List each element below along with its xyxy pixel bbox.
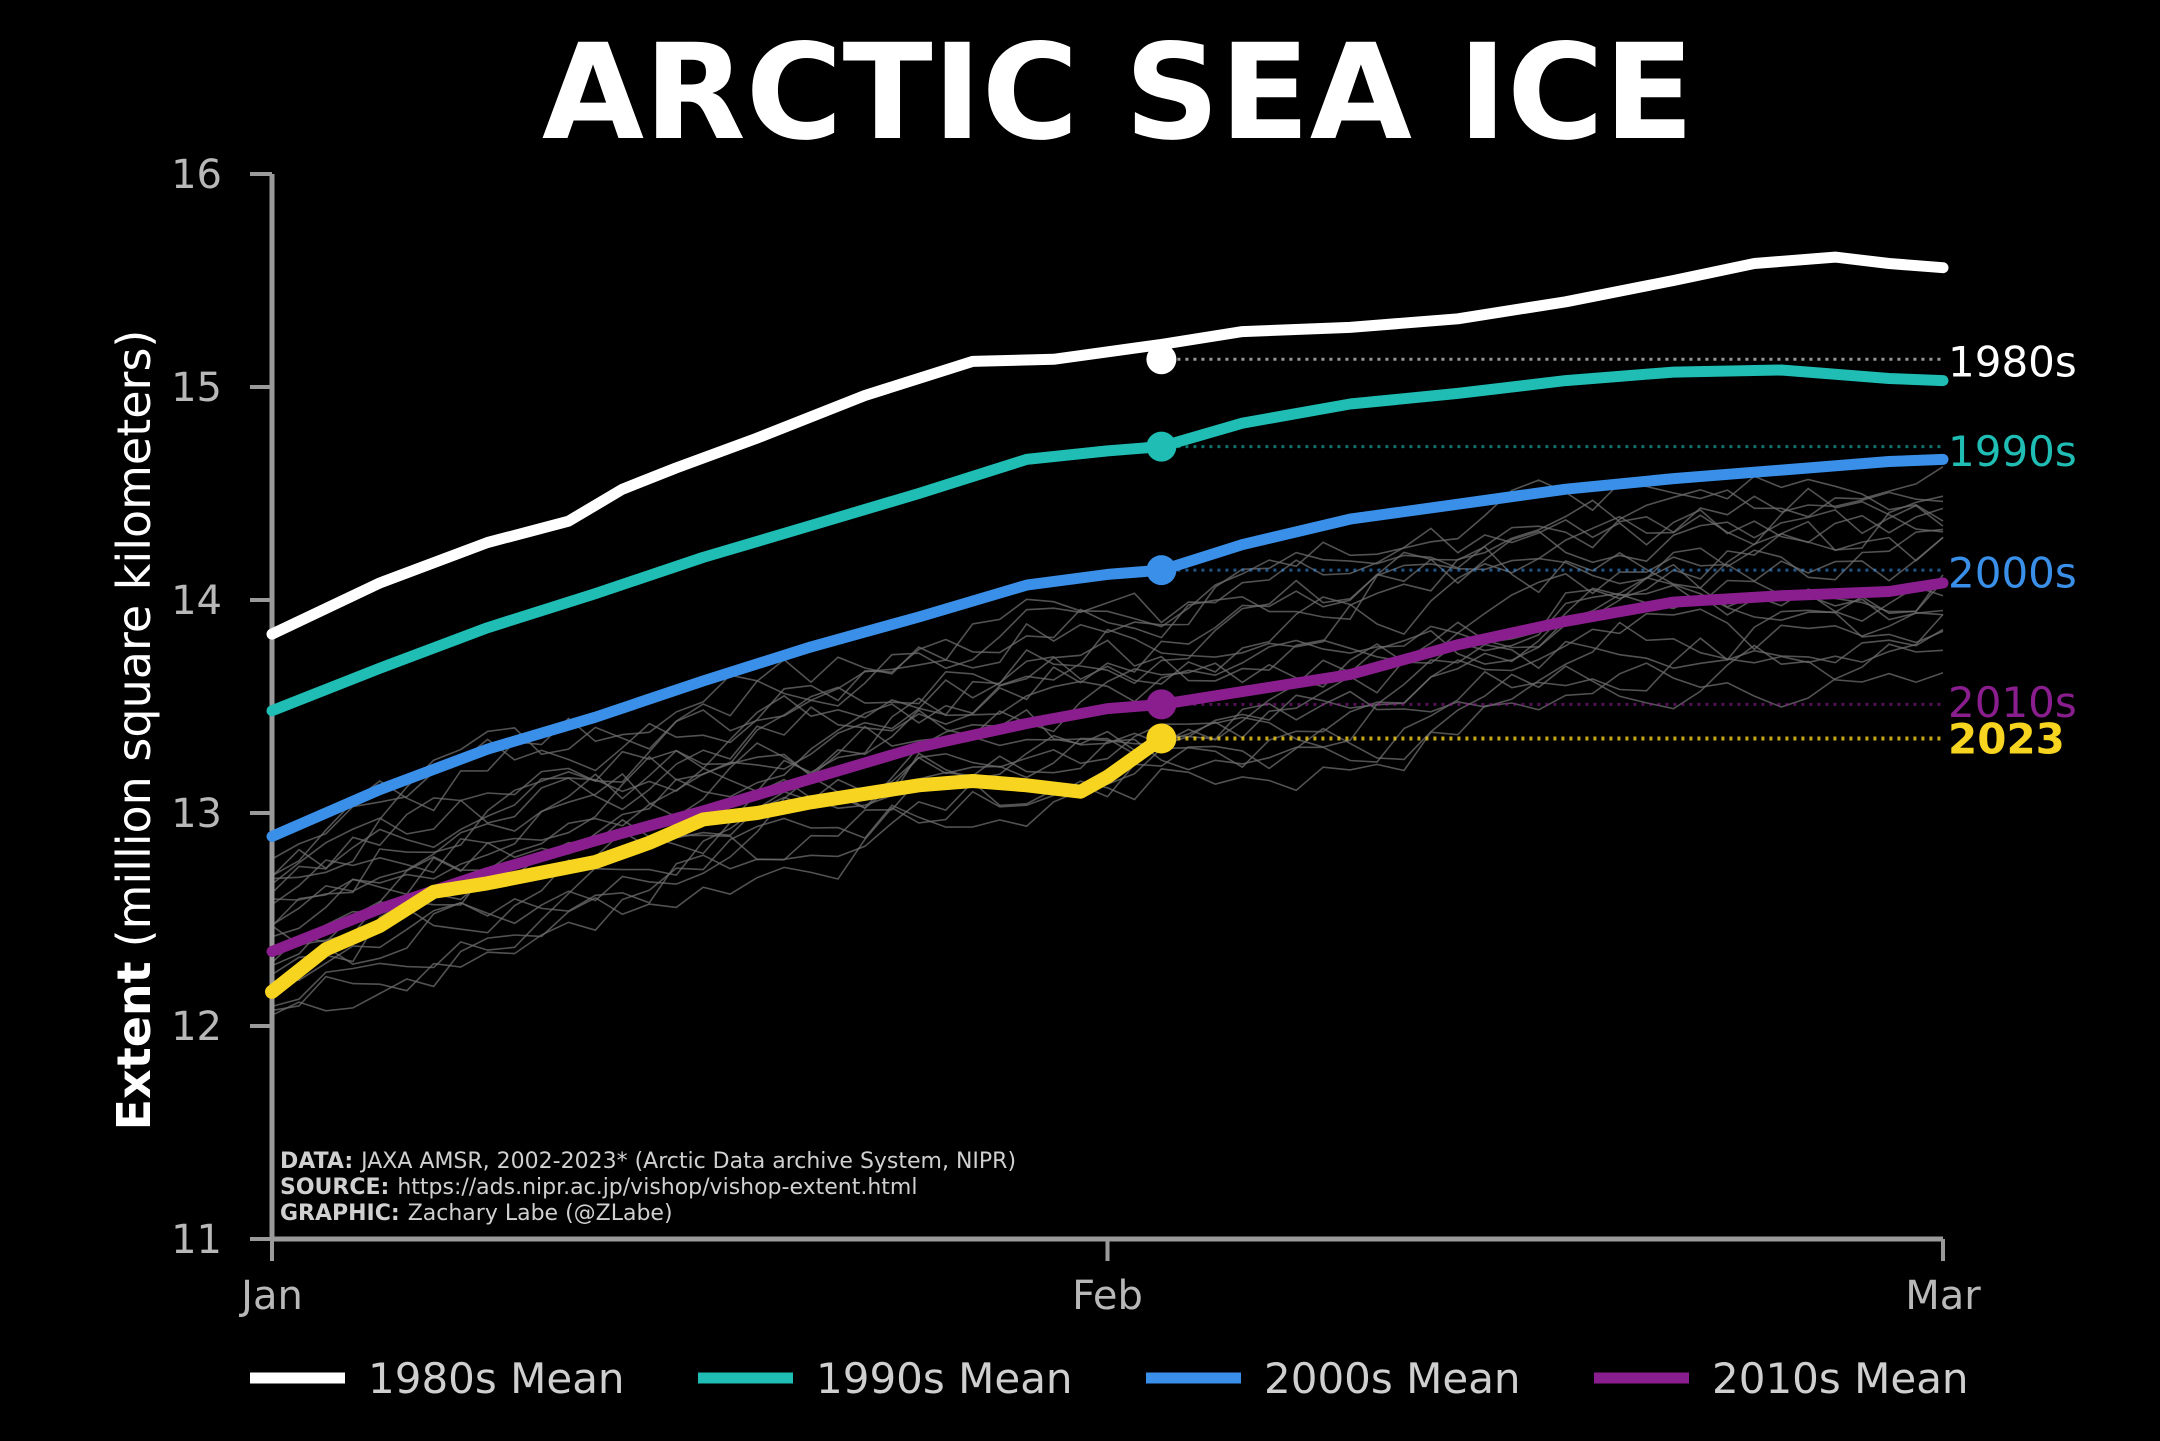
marker-2010s bbox=[1146, 689, 1177, 720]
year-line bbox=[271, 608, 1944, 1012]
series-line-1990s bbox=[266, 364, 1949, 717]
credit-source: SOURCE: https://ads.nipr.ac.jp/vishop/vis… bbox=[280, 1175, 917, 1200]
year-line bbox=[271, 507, 1944, 885]
legend: 1980s Mean 1990s Mean 2000s Mean 2010s Mean bbox=[250, 1354, 1969, 1403]
y-tick-label: 12 bbox=[171, 1004, 222, 1050]
year-line bbox=[271, 504, 1944, 877]
chart-title: ARCTIC SEA ICE bbox=[542, 16, 1694, 170]
mean-series-lines bbox=[265, 251, 1949, 999]
x-tick-label: Jan bbox=[238, 1273, 303, 1319]
credit-graphic: GRAPHIC: Zachary Labe (@ZLabe) bbox=[280, 1201, 673, 1226]
y-tick-label: 14 bbox=[171, 578, 222, 624]
marker-1990s bbox=[1146, 431, 1177, 462]
credit-graphic-label: GRAPHIC: bbox=[280, 1201, 400, 1226]
year-line bbox=[271, 528, 1944, 906]
credit-source-text: https://ads.nipr.ac.jp/vishop/vishop-ext… bbox=[397, 1175, 917, 1200]
series-line-1980s bbox=[266, 251, 1949, 640]
marker-2023 bbox=[1146, 723, 1177, 754]
series-line-2000s bbox=[266, 453, 1949, 842]
x-tick-label: Mar bbox=[1905, 1273, 1981, 1319]
legend-label-2000s: 2000s Mean bbox=[1264, 1354, 1521, 1403]
year-line bbox=[271, 643, 1944, 1016]
credits: DATA: JAXA AMSR, 2002-2023* (Arctic Data … bbox=[280, 1149, 1016, 1226]
y-tick-label: 13 bbox=[171, 791, 222, 837]
y-tick-label: 11 bbox=[171, 1217, 222, 1263]
y-tick-label: 15 bbox=[171, 365, 222, 411]
marker-2000s bbox=[1146, 555, 1177, 586]
legend-label-1980s: 1980s Mean bbox=[368, 1354, 625, 1403]
x-tick-label: Feb bbox=[1072, 1273, 1143, 1319]
end-label-2010s: 2010s bbox=[1948, 678, 2077, 727]
credit-source-label: SOURCE: bbox=[280, 1175, 389, 1200]
year-line bbox=[271, 475, 1944, 880]
legend-item-1980s: 1980s Mean bbox=[250, 1354, 625, 1403]
credit-data-label: DATA: bbox=[280, 1149, 353, 1174]
series-line-2023 bbox=[265, 731, 1169, 999]
legend-label-1990s: 1990s Mean bbox=[816, 1354, 1073, 1403]
y-axis-label: Extent (million square kilometers) bbox=[107, 330, 161, 1131]
credit-data: DATA: JAXA AMSR, 2002-2023* (Arctic Data … bbox=[280, 1149, 1016, 1174]
year-line bbox=[271, 609, 1944, 964]
series-line-2010s bbox=[266, 577, 1949, 957]
legend-item-2000s: 2000s Mean bbox=[1146, 1354, 1521, 1403]
year-line bbox=[271, 613, 1944, 983]
end-label-1990s: 1990s bbox=[1948, 427, 2077, 476]
y-axis-label-bold: Extent bbox=[107, 961, 161, 1130]
legend-item-2010s: 2010s Mean bbox=[1594, 1354, 1969, 1403]
marker-1980s bbox=[1146, 344, 1177, 375]
y-axis-label-units: (million square kilometers) bbox=[107, 330, 161, 948]
legend-label-2010s: 2010s Mean bbox=[1712, 1354, 1969, 1403]
axes: 11 12 13 14 15 16 Jan Feb Mar bbox=[171, 152, 1981, 1319]
year-line bbox=[271, 520, 1944, 927]
year-line bbox=[271, 628, 1944, 993]
year-line bbox=[271, 491, 1944, 894]
credit-data-text: JAXA AMSR, 2002-2023* (Arctic Data archi… bbox=[359, 1149, 1016, 1174]
year-line bbox=[271, 495, 1944, 901]
year-line bbox=[271, 487, 1944, 860]
y-tick-label: 16 bbox=[171, 152, 222, 198]
legend-item-1990s: 1990s Mean bbox=[698, 1354, 1073, 1403]
credit-graphic-text: Zachary Labe (@ZLabe) bbox=[408, 1201, 673, 1226]
end-label-2000s: 2000s bbox=[1948, 548, 2077, 597]
end-label-2023: 2023 bbox=[1948, 714, 2065, 763]
year-line bbox=[271, 579, 1944, 946]
end-label-1980s: 1980s bbox=[1948, 337, 2077, 386]
year-line bbox=[271, 574, 1944, 926]
year-line bbox=[271, 644, 1944, 1008]
